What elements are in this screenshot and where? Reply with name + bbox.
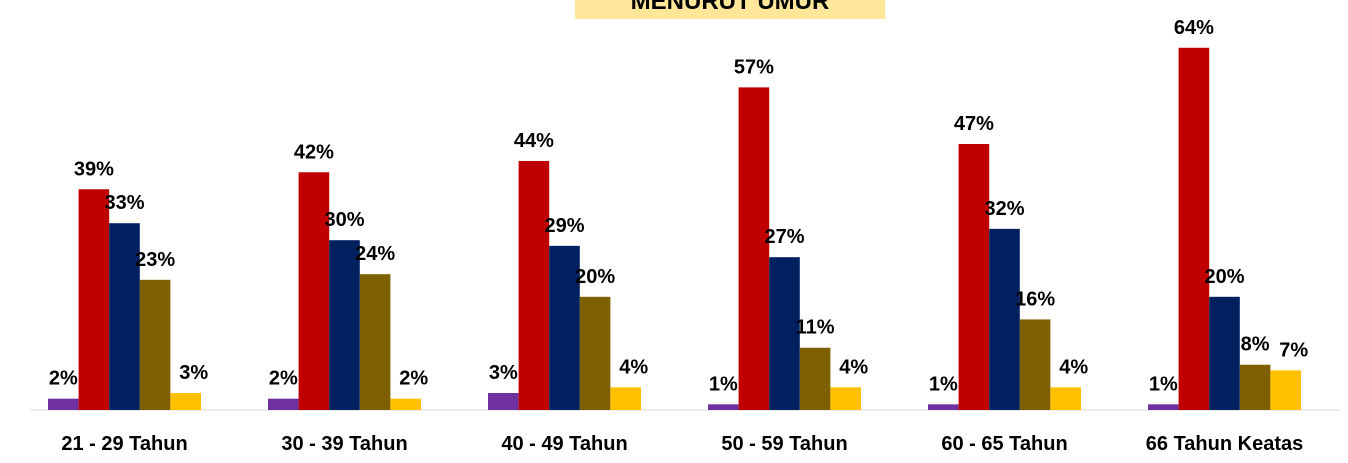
bar [738,87,770,410]
bar [268,398,299,410]
bar [139,279,171,410]
data-label: 1% [709,373,738,395]
data-label: 44% [514,130,554,152]
chart-title: MENURUT UMUR [631,0,830,15]
data-label: 7% [1279,339,1308,361]
bar [1239,364,1271,410]
data-label: 29% [544,215,584,237]
data-label: 3% [489,362,518,384]
data-label: 16% [1015,288,1055,310]
data-label: 32% [984,198,1024,220]
bar [799,347,831,410]
bar [298,172,330,410]
bar [1050,387,1081,410]
data-label: 27% [764,226,804,248]
x-tick-label: 40 - 49 Tahun [501,433,627,455]
data-label: 4% [839,356,868,378]
bar [1019,319,1051,410]
bar [708,404,739,410]
x-tick-label: 30 - 39 Tahun [281,433,407,455]
data-label: 8% [1241,334,1270,356]
data-label: 4% [619,356,648,378]
bar [958,143,990,411]
data-label: 20% [575,266,615,288]
data-label: 39% [74,158,114,180]
bar [359,274,391,410]
bar [989,228,1020,410]
x-tick-label: 50 - 59 Tahun [721,433,847,455]
data-label: 57% [734,56,774,78]
x-tick-label: 60 - 65 Tahun [941,433,1067,455]
bar [830,387,861,410]
data-label: 33% [104,192,144,214]
bar [329,240,360,410]
data-label: 42% [294,141,334,163]
bar [488,393,519,410]
bar [1178,47,1210,410]
bar [518,160,550,410]
data-label: 2% [269,368,298,390]
data-label: 1% [929,373,958,395]
data-label: 2% [399,368,428,390]
bar [1270,370,1301,410]
data-label: 11% [796,317,835,339]
bar [579,296,611,410]
x-tick-label: 21 - 29 Tahun [61,433,187,455]
bar [78,189,110,410]
bar [549,245,580,410]
bar [109,223,140,410]
data-label: 23% [135,249,175,271]
data-label: 1% [1149,373,1178,395]
bar [610,387,641,410]
bar [928,404,959,410]
data-label: 2% [49,368,78,390]
bar [1148,404,1179,410]
x-tick-label: 66 Tahun Keatas [1146,433,1303,455]
data-label: 3% [179,362,208,384]
bar [769,257,800,410]
title-box [575,0,885,19]
bar [1209,296,1240,410]
bar [48,398,79,410]
data-label: 30% [324,209,364,231]
data-label: 24% [355,243,395,265]
bar [390,398,421,410]
data-label: 4% [1059,356,1088,378]
data-label: 64% [1174,17,1214,39]
data-label: 20% [1204,266,1244,288]
bar [170,393,201,410]
data-label: 47% [954,113,994,135]
